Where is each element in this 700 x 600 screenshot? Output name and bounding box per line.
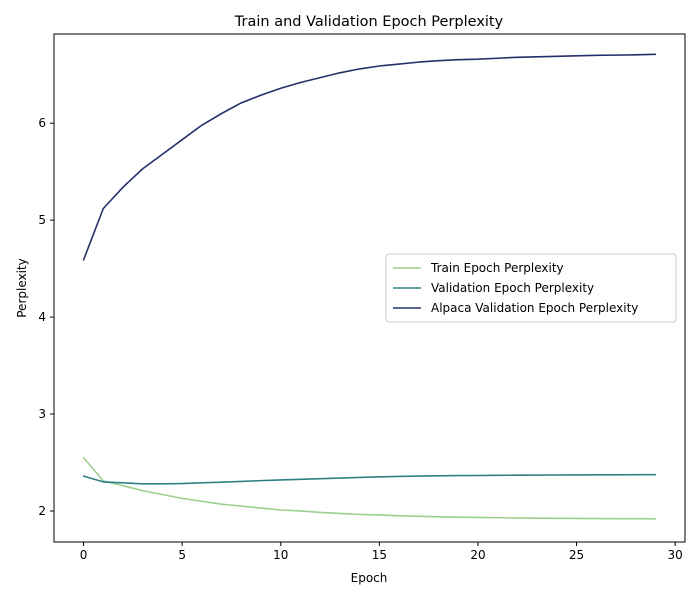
chart-title: Train and Validation Epoch Perplexity	[234, 14, 504, 30]
x-tick-label: 0	[80, 548, 88, 562]
x-tick-label: 15	[372, 548, 387, 562]
legend-frame	[385, 253, 677, 323]
y-tick-label: 6	[38, 116, 46, 130]
legend-label-3: Alpaca Validation Epoch Perplexity	[431, 301, 638, 315]
series-line-3	[82, 53, 657, 261]
series-line-2	[82, 473, 657, 485]
legend-label-1: Train Epoch Perplexity	[430, 261, 564, 275]
x-tick-label: 30	[668, 548, 683, 562]
y-axis-label: Perplexity	[15, 258, 29, 318]
x-tick-label: 25	[569, 548, 584, 562]
series-line-1	[82, 456, 657, 520]
plot-frame	[53, 33, 686, 543]
x-axis-ticks: 0 5 10 15 20 25 30	[80, 542, 683, 562]
y-tick-label: 3	[38, 407, 46, 421]
legend-label-2: Validation Epoch Perplexity	[431, 281, 594, 295]
x-axis-label: Epoch	[351, 571, 388, 585]
x-tick-label: 10	[273, 548, 288, 562]
legend: Train Epoch Perplexity Validation Epoch P…	[385, 253, 677, 323]
series-lines	[82, 53, 657, 520]
y-tick-label: 4	[38, 310, 46, 324]
y-axis-ticks: 2 3 4 5 6	[38, 116, 54, 518]
x-tick-label: 20	[470, 548, 485, 562]
x-tick-label: 5	[178, 548, 186, 562]
y-tick-label: 2	[38, 504, 46, 518]
y-tick-label: 5	[38, 213, 46, 227]
